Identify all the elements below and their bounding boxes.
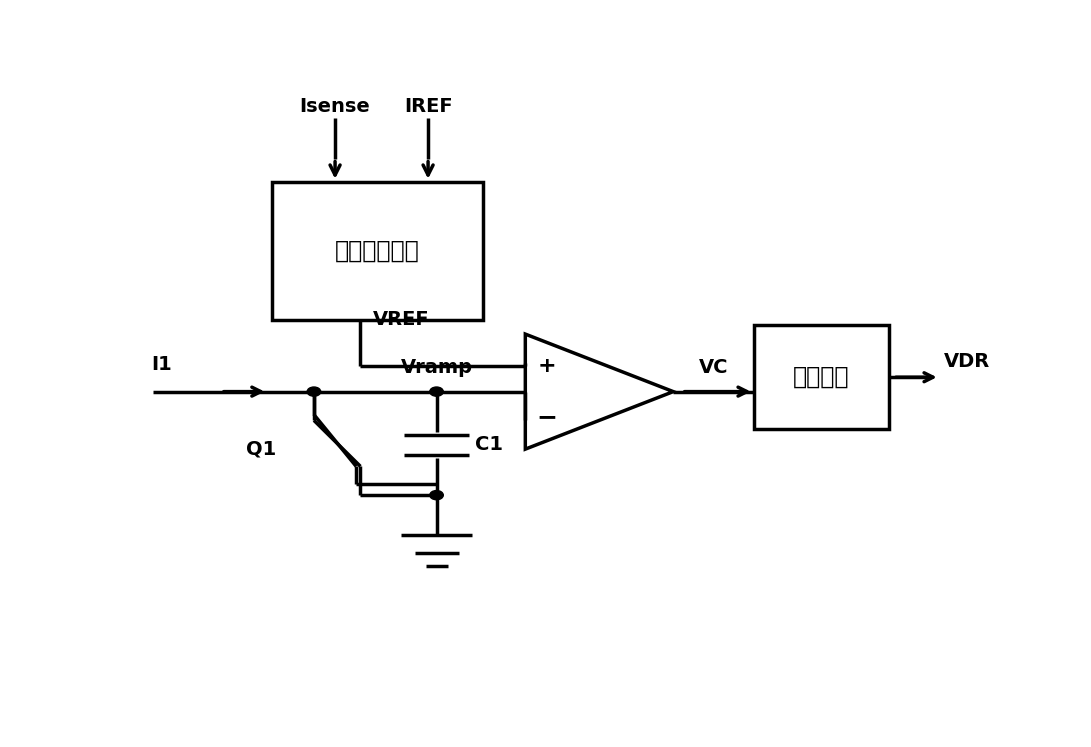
Bar — [272, 182, 483, 320]
Circle shape — [430, 387, 443, 396]
Text: VREF: VREF — [373, 310, 430, 329]
Bar — [754, 326, 889, 429]
Text: +: + — [537, 356, 555, 376]
Text: 驱动电路: 驱动电路 — [793, 365, 850, 389]
Text: Vramp: Vramp — [400, 359, 472, 377]
Circle shape — [308, 387, 321, 396]
Text: C1: C1 — [476, 436, 503, 454]
Text: 误差放大电路: 误差放大电路 — [335, 239, 420, 263]
Text: Q1: Q1 — [247, 440, 276, 459]
Circle shape — [430, 491, 443, 500]
Text: IREF: IREF — [404, 96, 453, 116]
Text: −: − — [536, 406, 556, 430]
Text: VC: VC — [698, 359, 728, 377]
Text: I1: I1 — [152, 356, 172, 374]
Text: VDR: VDR — [944, 353, 991, 371]
Text: Isense: Isense — [300, 96, 371, 116]
